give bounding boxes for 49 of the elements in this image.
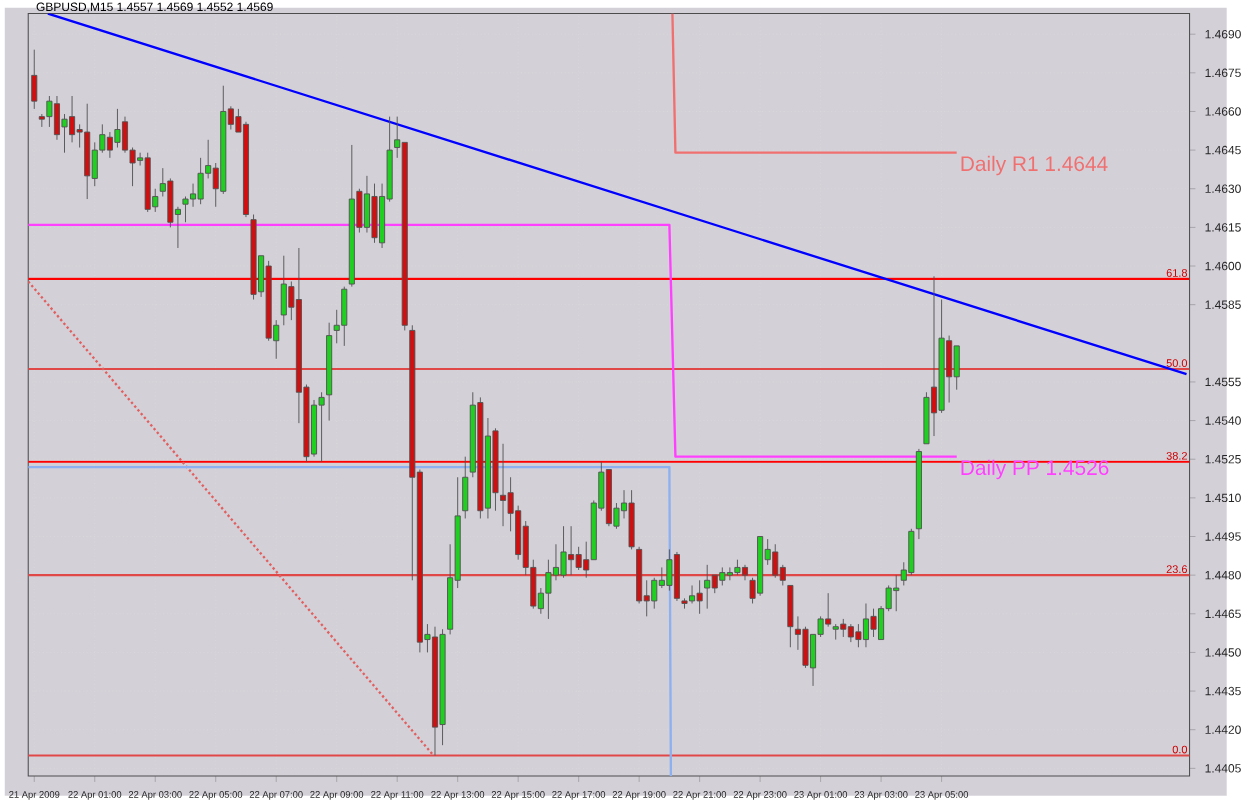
candlestick	[568, 525, 575, 576]
candlestick	[462, 456, 469, 519]
candlestick	[741, 564, 749, 581]
candlestick	[825, 592, 832, 627]
series-label: Daily PP 1.4526	[961, 459, 1109, 480]
candlestick	[560, 525, 567, 579]
candlestick	[220, 85, 227, 195]
candlestick	[908, 528, 915, 576]
candlestick	[802, 626, 809, 669]
candlestick	[439, 628, 446, 746]
candlestick	[84, 103, 91, 200]
candlestick	[651, 577, 658, 609]
candlestick	[575, 546, 582, 571]
candlestick	[870, 608, 877, 638]
candlestick	[689, 584, 696, 604]
candlestick	[431, 626, 439, 756]
candlestick	[348, 144, 355, 287]
candlestick	[772, 543, 779, 579]
candlestick	[681, 597, 688, 609]
candlestick	[862, 602, 869, 648]
candlestick	[696, 579, 703, 615]
candlestick	[636, 546, 643, 604]
candlestick	[832, 623, 839, 640]
candlestick	[726, 566, 733, 581]
candlestick	[114, 108, 121, 148]
candlestick	[242, 121, 250, 218]
candlestick	[182, 195, 189, 223]
candlestick	[106, 131, 113, 159]
candlestick	[280, 255, 287, 326]
candlestick	[318, 391, 325, 463]
candlestick	[326, 322, 333, 421]
candlestick	[477, 396, 484, 519]
candlestick	[46, 95, 53, 128]
candlestick	[946, 334, 953, 403]
candlestick	[673, 551, 680, 602]
candlestick	[734, 559, 741, 576]
candlestick	[666, 548, 673, 591]
candlestick	[893, 574, 900, 612]
candlestick	[371, 182, 378, 244]
series-label: Daily R1 1.4644	[961, 155, 1108, 176]
candlestick	[545, 559, 552, 620]
candlestick	[930, 275, 938, 437]
candlestick	[704, 564, 711, 609]
candlestick	[53, 95, 60, 141]
candlestick	[69, 95, 76, 143]
candlestick	[363, 175, 370, 233]
candlestick	[628, 489, 635, 550]
candlestick	[855, 623, 862, 648]
candlestick	[341, 286, 348, 347]
